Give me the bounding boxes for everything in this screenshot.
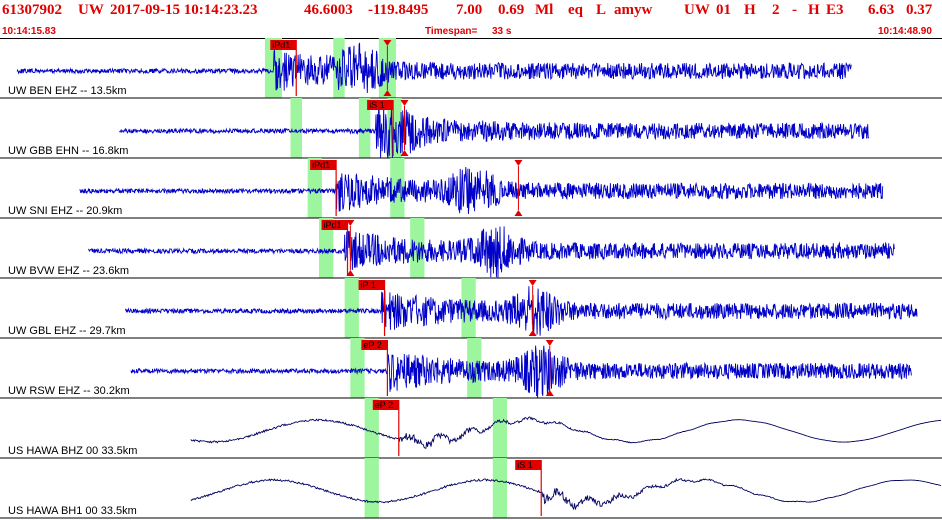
- analysis-window: [319, 218, 334, 278]
- waveform-trace: [130, 345, 912, 398]
- pick-marker-top: [514, 160, 523, 166]
- station-label: UW GBL EHZ -- 29.7km: [8, 325, 126, 337]
- waveform-trace: [16, 42, 852, 94]
- event-extra: E3: [826, 2, 844, 18]
- timespan-value: 33 s: [492, 26, 512, 37]
- pick-marker-bottom: [514, 210, 523, 216]
- event-depth: 7.00: [456, 2, 483, 18]
- pick-marker-top: [346, 220, 355, 226]
- pick-label: iS 1: [369, 100, 385, 110]
- station-label: US HAWA BH1 00 33.5km: [8, 505, 137, 517]
- analysis-window: [358, 98, 371, 158]
- trace-panel: iP 1 UW GBL EHZ -- 29.7km: [0, 278, 942, 339]
- event-magnitude: 0.69: [498, 2, 525, 18]
- analysis-window: [461, 278, 476, 338]
- analysis-window: [364, 458, 379, 518]
- analysis-window: [307, 158, 322, 218]
- pick-box: [515, 460, 542, 470]
- pick-box: [367, 100, 394, 110]
- trace-panel: iPd1 UW BVW EHZ -- 23.6km: [0, 218, 942, 279]
- pick-label: eP 2: [363, 340, 381, 350]
- station-label: UW RSW EHZ -- 30.2km: [8, 385, 130, 397]
- station-label: US HAWA BHZ 00 33.5km: [8, 445, 137, 457]
- station-label: UW GBB EHN -- 16.8km: [8, 145, 128, 157]
- trace-panel: iPd1 UW BEN EHZ -- 13.5km: [0, 38, 942, 99]
- analysis-window: [350, 338, 365, 398]
- event-id: 61307902: [2, 2, 62, 18]
- waveform-trace: [190, 477, 942, 511]
- pick-box: [310, 160, 337, 170]
- pick-marker-top: [400, 100, 409, 106]
- event-value1: 6.63: [868, 2, 895, 18]
- event-version: 01: [716, 2, 731, 18]
- pick-label: iPd1: [324, 220, 342, 230]
- pick-label: iS 1: [517, 460, 533, 470]
- event-type: eq: [568, 2, 583, 18]
- event-flag: L: [596, 2, 607, 18]
- pick-box: [372, 400, 399, 410]
- pick-box: [358, 280, 385, 290]
- event-longitude: -119.8495: [368, 2, 429, 18]
- magnitude-type: Ml: [535, 2, 554, 18]
- pick-marker-top: [528, 280, 537, 286]
- pick-box: [361, 340, 388, 350]
- waveform-trace: [190, 416, 942, 449]
- analysis-window: [410, 218, 425, 278]
- pick-label: iPd1: [272, 40, 290, 50]
- waveform-trace: [88, 226, 895, 278]
- event-datetime: 2017-09-15 10:14:23.23: [110, 2, 258, 18]
- pick-marker-top: [545, 340, 554, 346]
- network-code: UW: [78, 2, 104, 18]
- event-quality2: H: [808, 2, 820, 18]
- pick-label: iP 1: [361, 280, 376, 290]
- trace-panel: eP 2 US HAWA BHZ 00 33.5km: [0, 398, 942, 459]
- analysis-window: [364, 398, 379, 458]
- pick-label: iPd1: [312, 160, 330, 170]
- event-count: 2: [772, 2, 780, 18]
- analysis-window: [492, 458, 508, 518]
- station-label: UW SNI EHZ -- 20.9km: [8, 205, 122, 217]
- trace-panel: iPd1 UW SNI EHZ -- 20.9km: [0, 158, 942, 219]
- timespan-label: Timespan=: [425, 26, 478, 37]
- waveform-trace: [119, 104, 870, 159]
- trace-panel: iS 1 US HAWA BH1 00 33.5km: [0, 458, 942, 519]
- pick-marker-bottom: [346, 270, 355, 276]
- waveform-trace: [124, 286, 918, 336]
- station-label: UW BVW EHZ -- 23.6km: [8, 265, 129, 277]
- analysis-window: [344, 278, 359, 338]
- event-author: amyw: [614, 2, 653, 18]
- source-network: UW: [684, 2, 710, 18]
- trace-panels: iPd1 UW BEN EHZ -- 13.5km iS 1 UW GBB EHN -…: [0, 38, 942, 519]
- pick-box: [321, 220, 348, 230]
- event-value2: 0.37: [906, 2, 933, 18]
- pick-box: [270, 40, 297, 50]
- start-time: 10:14:15.83: [2, 26, 56, 37]
- station-label: UW BEN EHZ -- 13.5km: [8, 85, 127, 97]
- pick-marker-bottom: [528, 330, 537, 336]
- analysis-window: [492, 398, 508, 458]
- analysis-window: [290, 98, 302, 158]
- end-time: 10:14:48.90: [878, 26, 932, 37]
- event-latitude: 46.6003: [304, 2, 353, 18]
- waveform-trace: [79, 166, 884, 215]
- trace-panel: eP 2 UW RSW EHZ -- 30.2km: [0, 338, 942, 399]
- pick-marker-bottom: [545, 390, 554, 396]
- trace-panel: iS 1 UW GBB EHN -- 16.8km: [0, 98, 942, 159]
- event-flag2: -: [792, 2, 797, 18]
- pick-marker-top: [383, 40, 392, 46]
- pick-marker-bottom: [383, 90, 392, 96]
- event-header: 61307902 UW 2017-09-15 10:14:23.23 46.60…: [0, 0, 942, 26]
- pick-label: eP 2: [375, 400, 393, 410]
- pick-marker-bottom: [400, 150, 409, 156]
- event-quality: H: [744, 2, 756, 18]
